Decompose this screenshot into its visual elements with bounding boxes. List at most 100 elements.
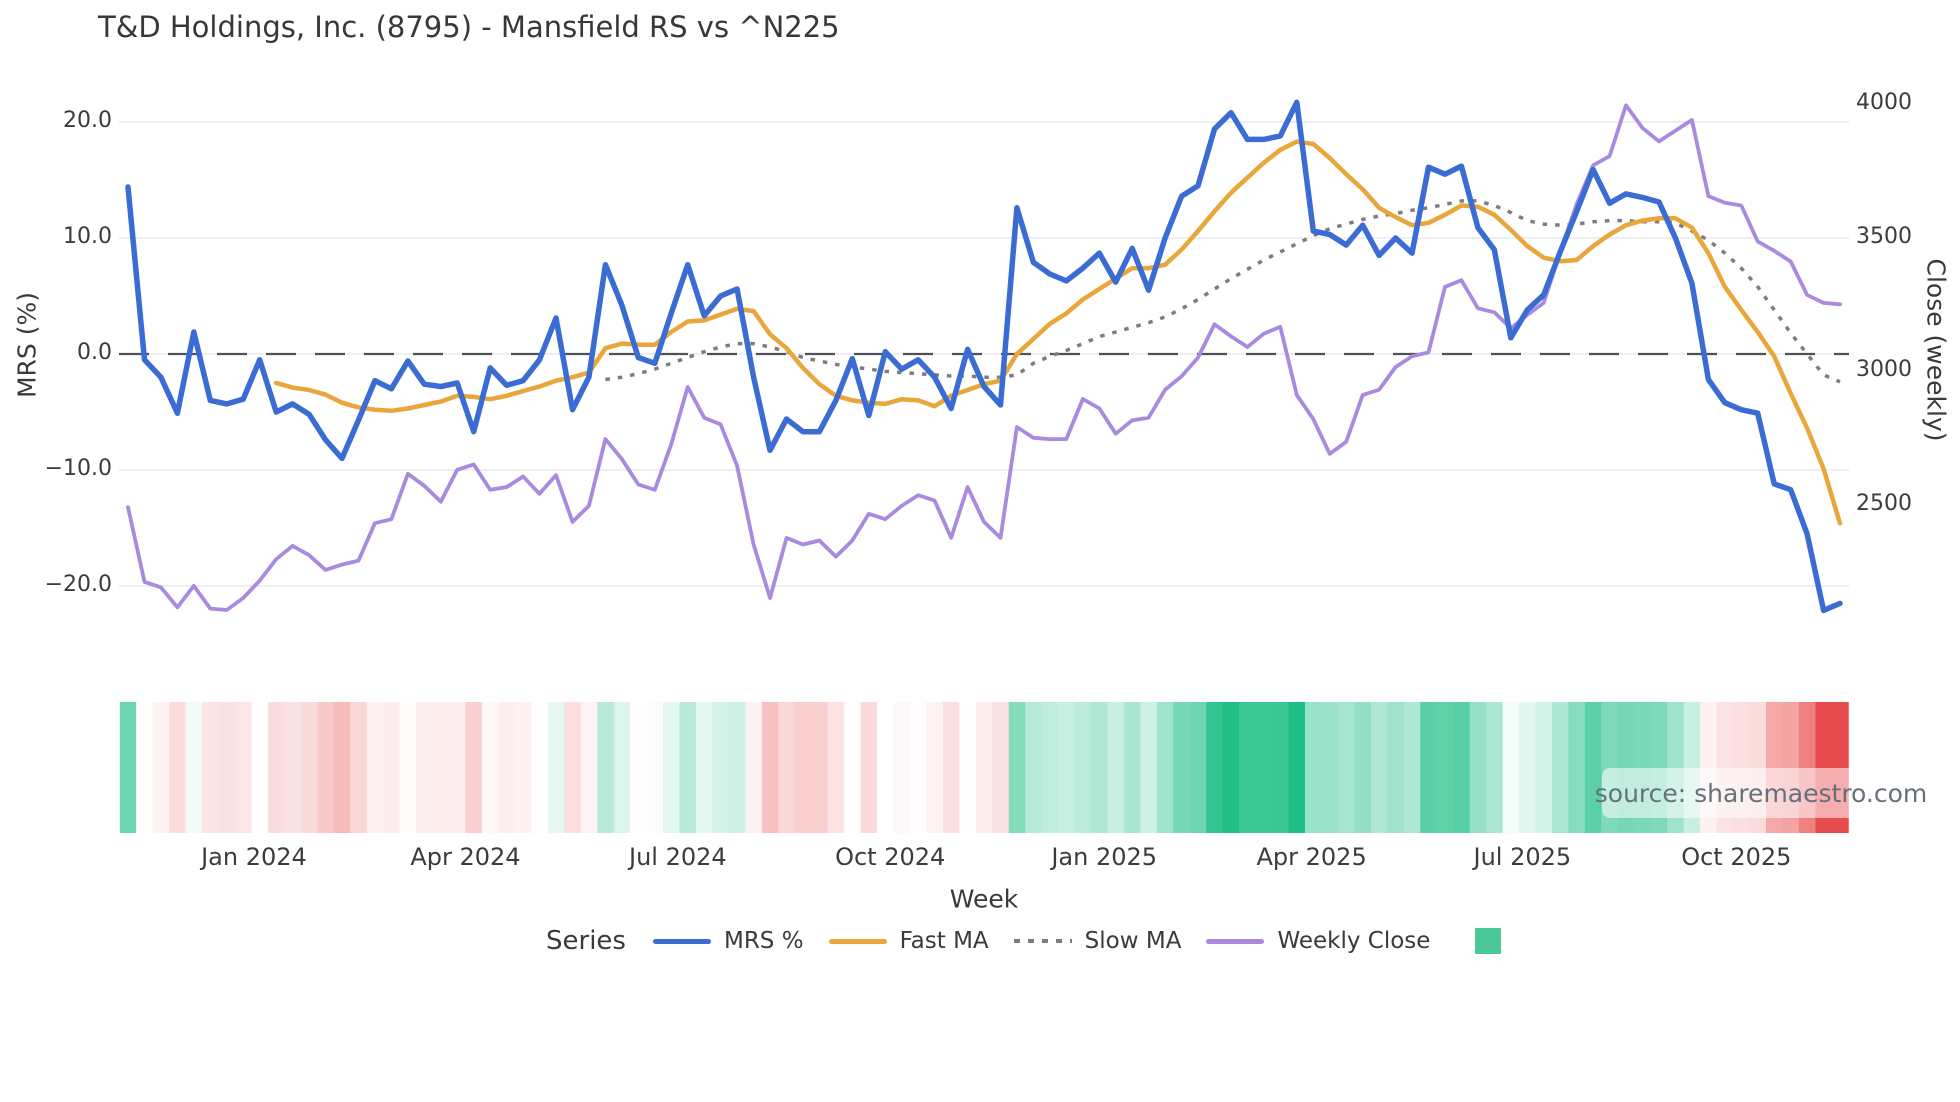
- heatmap-cell: [119, 702, 137, 833]
- heatmap-cell: [1305, 702, 1322, 833]
- heatmap-cell: [383, 702, 401, 833]
- x-tick-label: Jul 2025: [1473, 843, 1572, 871]
- heatmap-cell: [185, 702, 203, 833]
- heatmap-cell: [531, 702, 549, 833]
- y-tick-label-left: 10.0: [63, 224, 112, 249]
- heatmap-cell: [136, 702, 154, 833]
- heatmap-cell: [350, 702, 368, 833]
- x-tick-label: Oct 2025: [1681, 843, 1792, 871]
- heatmap-cell: [547, 702, 565, 833]
- x-tick-label: Jul 2024: [628, 843, 727, 871]
- heatmap-cell: [646, 702, 664, 833]
- heatmap-cell: [663, 702, 680, 833]
- heatmap-cell: [284, 702, 302, 833]
- x-tick-label: Oct 2024: [835, 843, 946, 871]
- heatmap-cell: [564, 702, 582, 833]
- x-tick-label: Apr 2024: [410, 843, 521, 871]
- heatmap-cell: [827, 702, 845, 833]
- heatmap-cell: [1107, 702, 1125, 833]
- legend: Series MRS % Fast MA Slow MA Weekly Clos…: [546, 917, 1502, 965]
- heatmap-cell: [1156, 702, 1174, 833]
- heatmap-cell: [1420, 702, 1438, 833]
- x-axis-title: Week: [949, 884, 1019, 914]
- heatmap-cell: [1140, 702, 1158, 833]
- heatmap-cell: [169, 702, 187, 833]
- heatmap-cell: [251, 702, 269, 833]
- series-line-fast-ma: [273, 139, 1843, 526]
- heatmap-cell: [1370, 702, 1388, 833]
- heatmap-cell: [1519, 702, 1536, 833]
- heatmap-cell: [1453, 702, 1471, 833]
- heatmap-legend-swatch: [1475, 928, 1502, 954]
- series-line-mrs-: [125, 99, 1843, 614]
- legend-series-label: Series: [546, 926, 626, 956]
- fast-ma-line-swatch: [828, 938, 887, 944]
- y-tick-label-right: 2500: [1856, 490, 1912, 516]
- heatmap-cell: [630, 702, 648, 833]
- heatmap-cell: [1025, 702, 1043, 833]
- heatmap-cell: [597, 702, 615, 833]
- heatmap-cell: [1469, 702, 1487, 833]
- legend-label-mrs: MRS %: [723, 928, 804, 954]
- heatmap-cell: [745, 702, 763, 833]
- heatmap-cell: [152, 702, 170, 833]
- heatmap-cell: [1354, 702, 1372, 833]
- series-line-weekly-close: [126, 103, 1842, 612]
- heatmap-cell: [1321, 702, 1339, 833]
- heatmap-cell: [1206, 702, 1224, 833]
- heatmap-cell: [1058, 702, 1076, 833]
- heatmap-cell: [1091, 702, 1108, 833]
- heatmap-cell: [1288, 702, 1306, 833]
- heatmap-cell: [432, 702, 450, 833]
- heatmap-cell: [695, 702, 713, 833]
- legend-label-weekly-close: Weekly Close: [1277, 928, 1431, 954]
- heatmap-cell: [909, 702, 927, 833]
- heatmap-cell: [712, 702, 730, 833]
- heatmap-cell: [1502, 702, 1520, 833]
- heatmap-cell: [613, 702, 631, 833]
- heatmap-cell: [317, 702, 335, 833]
- source-watermark-text: source: sharemaestro.com: [1594, 778, 1928, 808]
- y-tick-label-right: 3000: [1856, 357, 1912, 382]
- y-tick-label-right: 4000: [1856, 90, 1912, 115]
- heatmap-cell: [449, 702, 466, 833]
- heatmap-cell: [498, 702, 516, 833]
- heatmap-cell: [1041, 702, 1059, 833]
- heatmap-cell: [1239, 702, 1257, 833]
- y-tick-label-left: −10.0: [44, 456, 112, 481]
- heatmap-cell: [778, 702, 796, 833]
- heatmap-cell: [1403, 702, 1421, 833]
- heatmap-cell: [1008, 702, 1026, 833]
- heatmap-cell: [1124, 702, 1141, 833]
- heatmap-cell: [1074, 702, 1092, 833]
- heatmap-cell: [860, 702, 878, 833]
- y-tick-label-left: 20.0: [63, 108, 112, 133]
- legend-item-mrs: MRS %: [652, 928, 804, 954]
- heatmap-cell: [202, 702, 220, 833]
- heatmap-cell: [959, 702, 977, 833]
- heatmap-cell: [1584, 702, 1602, 833]
- heatmap-cell: [1535, 702, 1553, 833]
- slow-ma-dotted-swatch: [1013, 939, 1072, 943]
- y-tick-label-left: −20.0: [44, 572, 112, 597]
- chart-title: T&D Holdings, Inc. (8795) - Mansfield RS…: [98, 10, 840, 44]
- x-tick-label: Jan 2025: [1051, 843, 1158, 871]
- heatmap-cell: [679, 702, 697, 833]
- legend-item-weekly-close: Weekly Close: [1206, 928, 1430, 954]
- heatmap-cell: [333, 702, 351, 833]
- heatmap-cell: [399, 702, 417, 833]
- heatmap-cell: [926, 702, 944, 833]
- heatmap-cell: [1568, 702, 1586, 833]
- heatmap-cell: [942, 702, 960, 833]
- heatmap-cell: [1387, 702, 1405, 833]
- heatmap-cell: [580, 702, 598, 833]
- heatmap-cell: [1222, 702, 1240, 833]
- heatmap-cell: [992, 702, 1010, 833]
- heatmap-cell: [300, 702, 318, 833]
- y-tick-label-right: 3500: [1856, 223, 1912, 249]
- heatmap-cell: [1486, 702, 1504, 833]
- source-watermark: source: sharemaestro.com: [1595, 768, 1927, 818]
- heatmap-cell: [877, 702, 894, 833]
- heatmap-cell: [218, 702, 236, 833]
- x-tick-label: Jan 2024: [201, 843, 307, 871]
